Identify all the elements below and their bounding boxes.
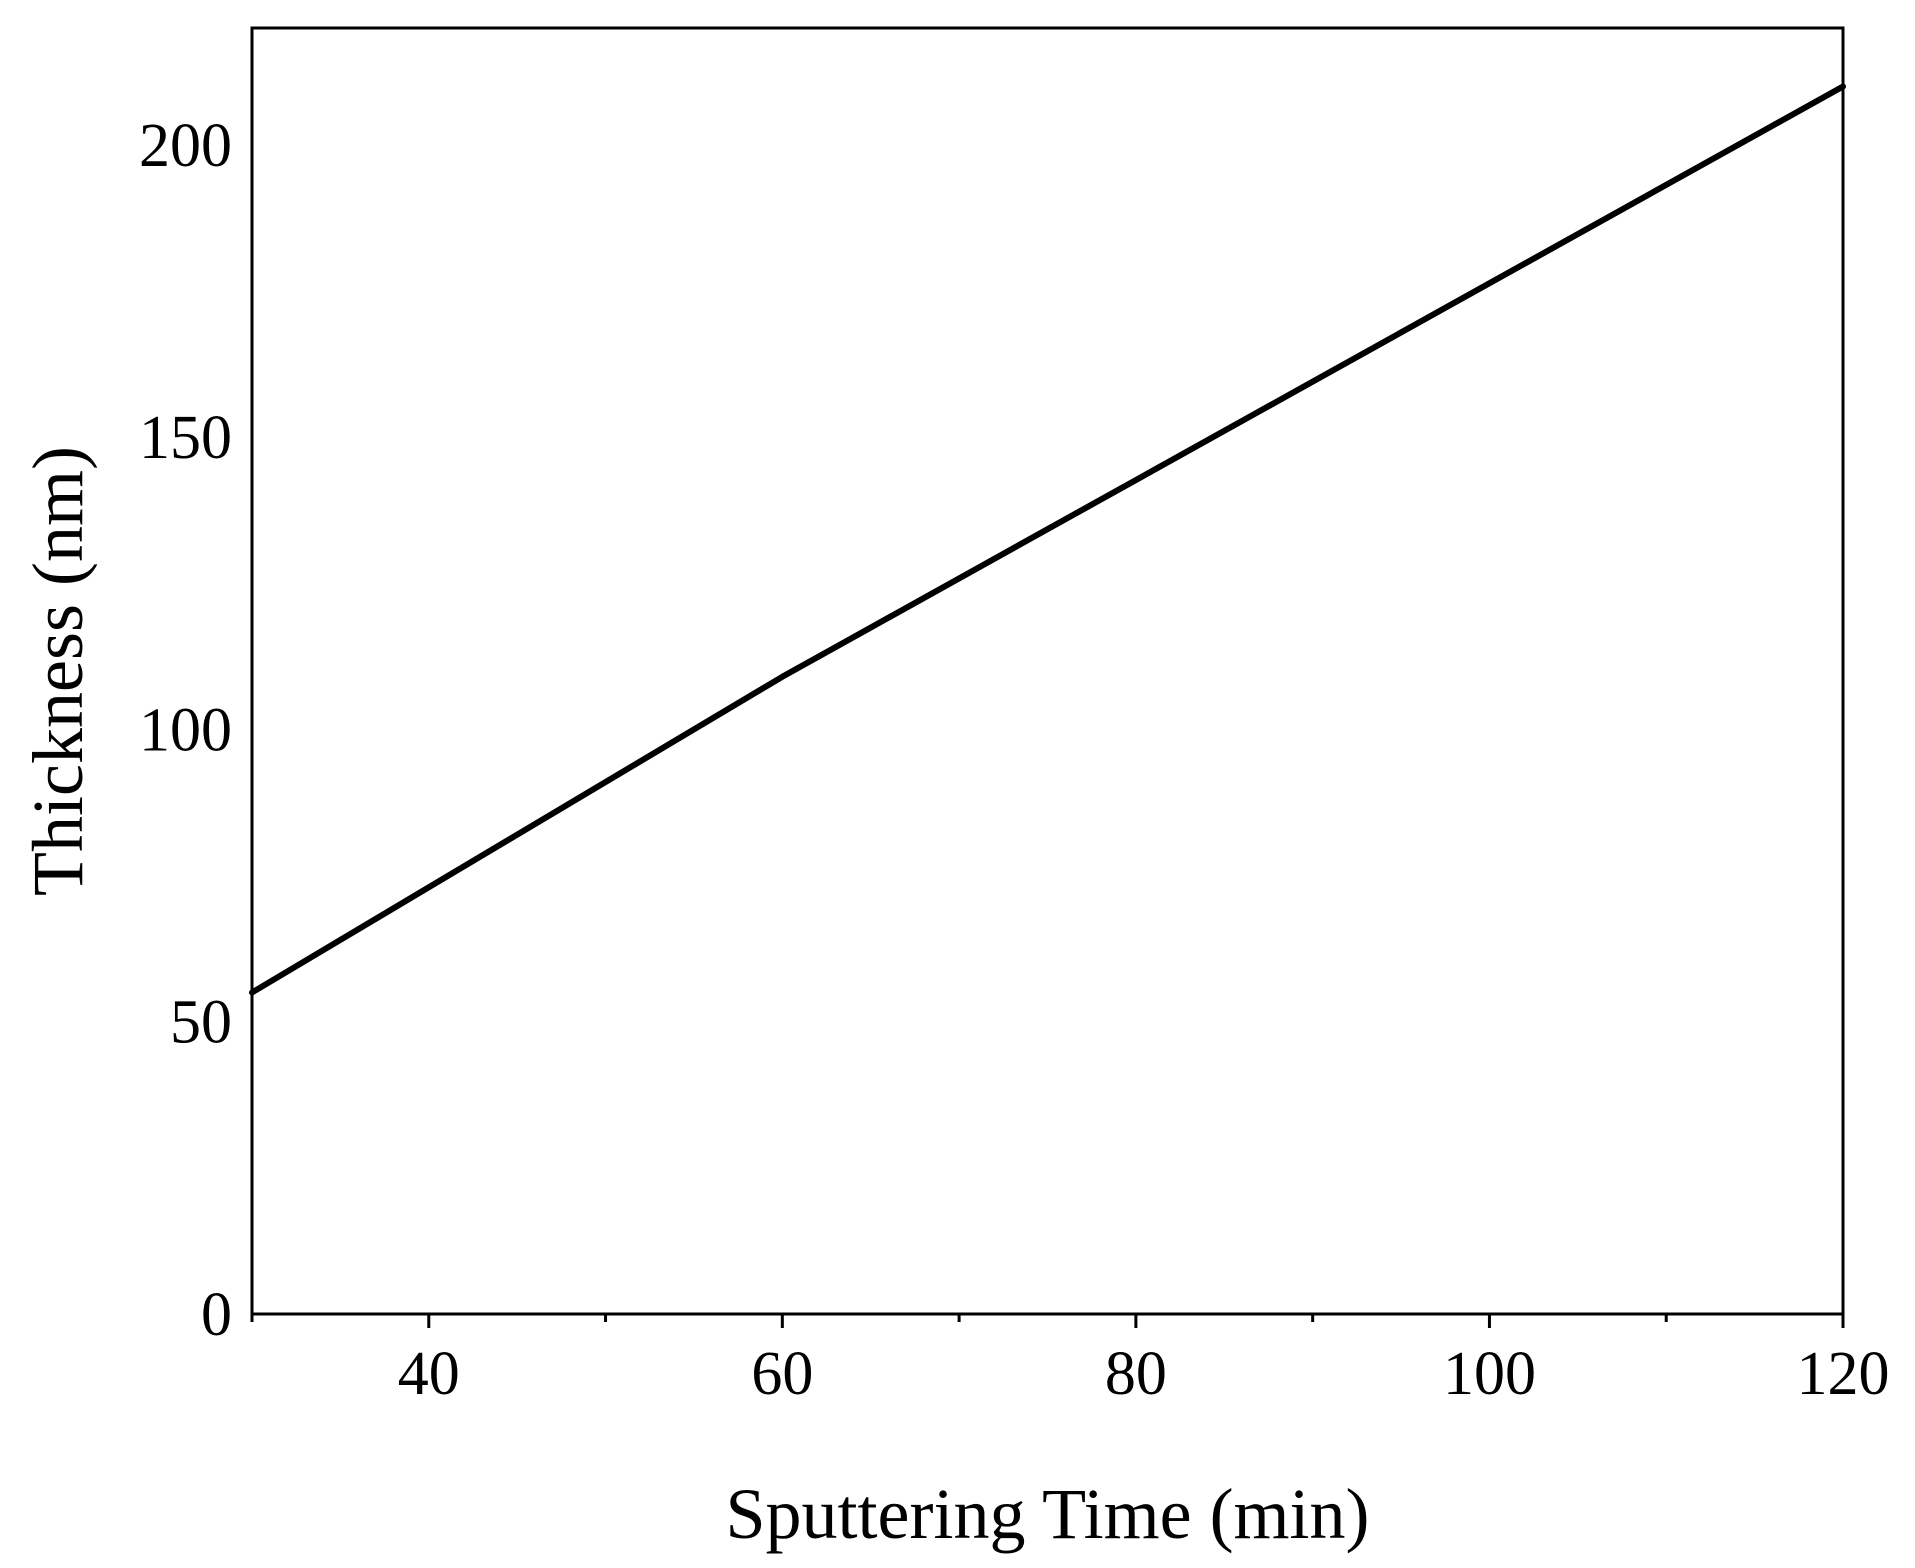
- y-tick-label: 100: [139, 696, 232, 764]
- x-tick-label: 40: [398, 1340, 460, 1408]
- x-tick-label: 100: [1443, 1340, 1536, 1408]
- y-tick-label: 0: [201, 1281, 232, 1349]
- y-tick-label: 50: [170, 989, 232, 1057]
- x-tick-label: 60: [751, 1340, 813, 1408]
- y-tick-labels: 0 50 100 150 200: [139, 112, 232, 1349]
- x-tick-labels: 40 60 80 100 120: [398, 1340, 1890, 1408]
- y-tick-label: 150: [139, 404, 232, 472]
- plot-frame: [250, 26, 1845, 1316]
- x-tick-label: 80: [1105, 1340, 1167, 1408]
- x-axis-title: Sputtering Time (min): [725, 1474, 1369, 1554]
- x-tick-label: 120: [1797, 1340, 1890, 1408]
- y-axis-title: Thickness (nm): [18, 446, 98, 896]
- series-line: [249, 83, 1846, 996]
- plot-area: [249, 26, 1846, 1328]
- y-tick-label: 200: [139, 112, 232, 180]
- x-axis-ticks: [250, 1314, 1845, 1328]
